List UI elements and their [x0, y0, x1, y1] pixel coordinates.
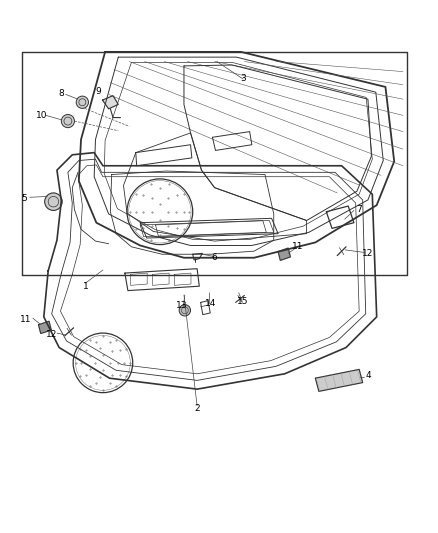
Text: 11: 11: [20, 314, 31, 324]
Polygon shape: [278, 248, 290, 260]
Text: 10: 10: [36, 111, 47, 120]
Text: 1: 1: [82, 282, 88, 290]
Text: 6: 6: [212, 253, 218, 262]
Text: 15: 15: [237, 297, 249, 306]
Polygon shape: [39, 321, 51, 334]
Polygon shape: [315, 369, 363, 391]
Text: 12: 12: [362, 249, 374, 258]
Text: 3: 3: [240, 74, 246, 83]
Text: 13: 13: [176, 302, 187, 310]
Circle shape: [76, 96, 88, 108]
Circle shape: [61, 115, 74, 128]
Text: 7: 7: [356, 205, 362, 214]
Text: 14: 14: [205, 299, 217, 308]
Text: 12: 12: [46, 330, 57, 339]
Circle shape: [45, 193, 62, 211]
Circle shape: [179, 304, 191, 316]
Text: 9: 9: [95, 87, 102, 96]
Text: 4: 4: [365, 372, 371, 381]
Text: 11: 11: [292, 243, 304, 251]
Polygon shape: [102, 96, 118, 109]
Text: 8: 8: [58, 89, 64, 98]
Text: 5: 5: [21, 194, 27, 203]
Text: 2: 2: [194, 405, 200, 414]
